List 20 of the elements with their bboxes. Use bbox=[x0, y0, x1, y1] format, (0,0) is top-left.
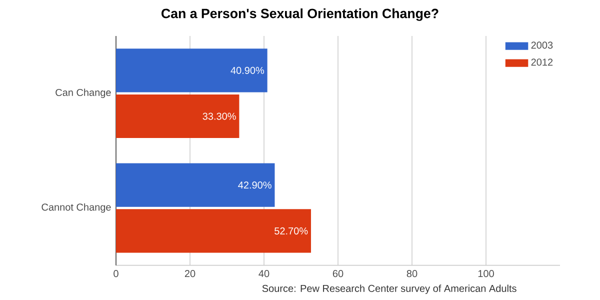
data-label: 40.90% bbox=[230, 66, 264, 74]
x-tick-label: 100 bbox=[478, 270, 494, 278]
source-note: Source: Pew Research Center survey of American Adults bbox=[262, 284, 516, 294]
legend-label: 2012 bbox=[531, 58, 553, 66]
bar bbox=[116, 209, 311, 253]
x-tick-label: 60 bbox=[332, 270, 344, 278]
data-label: 33.30% bbox=[202, 112, 236, 120]
chart-title: Can a Person's Sexual Orientation Change? bbox=[162, 8, 438, 21]
bar bbox=[116, 48, 268, 92]
bar bbox=[116, 94, 240, 138]
y-tick-label: Can Change bbox=[56, 88, 111, 98]
bar bbox=[116, 163, 275, 207]
data-label: 42.90% bbox=[238, 182, 272, 189]
data-label: 52.70% bbox=[274, 227, 308, 234]
x-tick-label: 0 bbox=[114, 270, 118, 278]
y-tick-label: Cannot Change bbox=[42, 203, 111, 213]
x-tick-label: 80 bbox=[406, 270, 418, 278]
x-tick-label: 40 bbox=[258, 270, 270, 278]
legend-label: 2003 bbox=[531, 42, 553, 49]
x-tick-label: 20 bbox=[184, 270, 196, 278]
